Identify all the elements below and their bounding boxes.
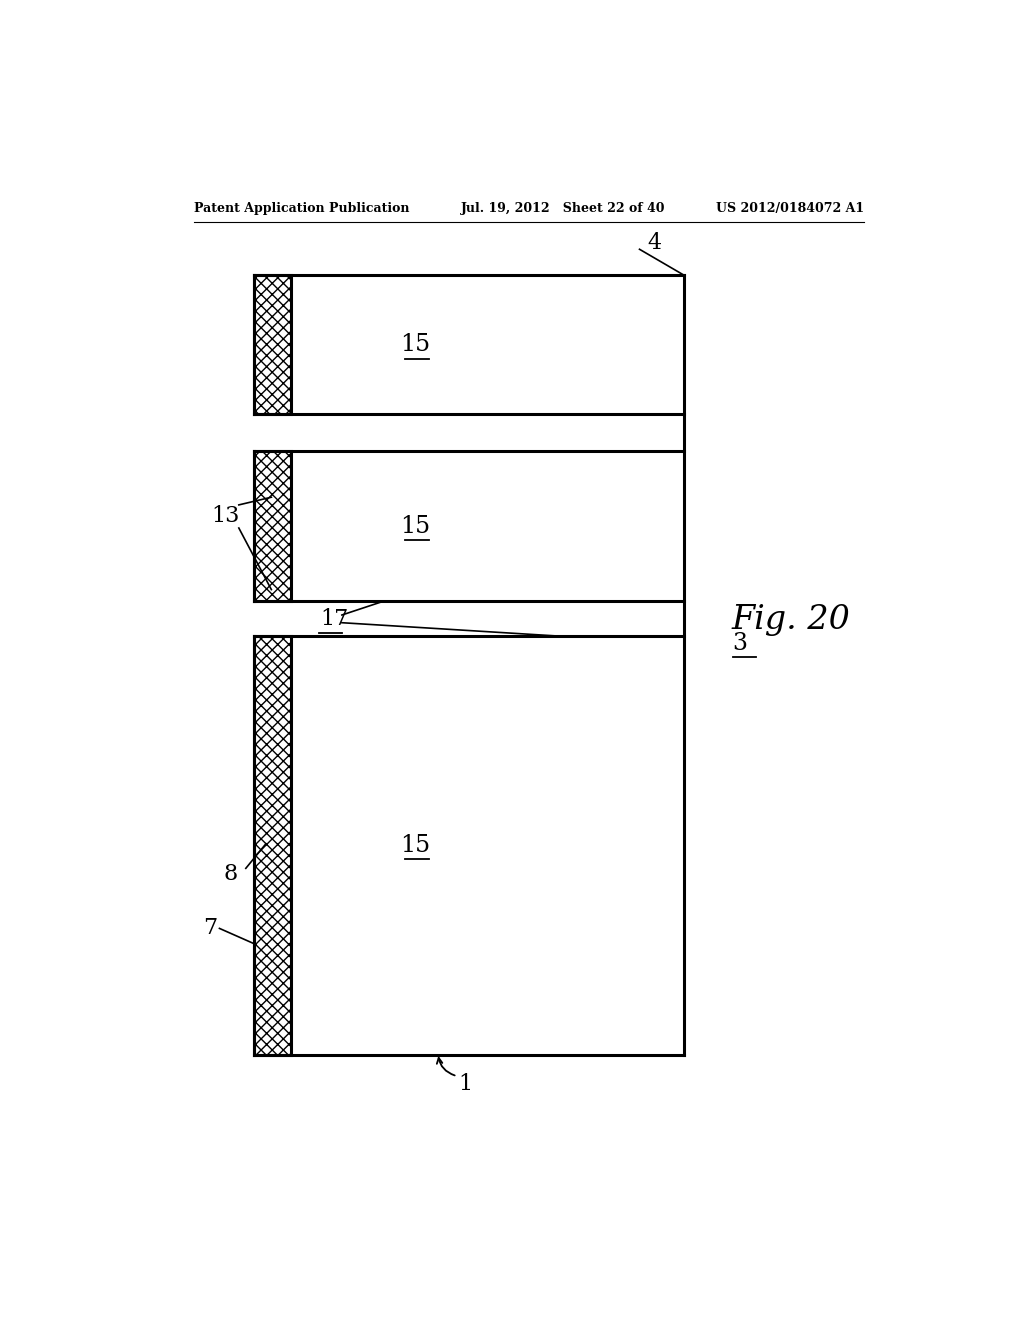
Text: 7: 7: [203, 917, 217, 940]
Text: 15: 15: [399, 834, 430, 857]
Text: US 2012/0184072 A1: US 2012/0184072 A1: [716, 202, 864, 215]
Text: 17: 17: [321, 609, 348, 630]
Text: 13: 13: [212, 506, 240, 528]
Text: 1: 1: [458, 1073, 472, 1096]
Text: Jul. 19, 2012   Sheet 22 of 40: Jul. 19, 2012 Sheet 22 of 40: [461, 202, 666, 215]
Bar: [254, 276, 291, 414]
Text: Patent Application Publication: Patent Application Publication: [194, 202, 410, 215]
Bar: [254, 451, 291, 601]
Text: Fig. 20: Fig. 20: [731, 605, 850, 636]
Text: 8: 8: [224, 863, 238, 886]
Text: 3: 3: [732, 632, 748, 655]
Bar: [254, 636, 291, 1056]
Text: 15: 15: [399, 333, 430, 356]
Text: 4: 4: [647, 232, 662, 255]
Text: 15: 15: [399, 515, 430, 537]
